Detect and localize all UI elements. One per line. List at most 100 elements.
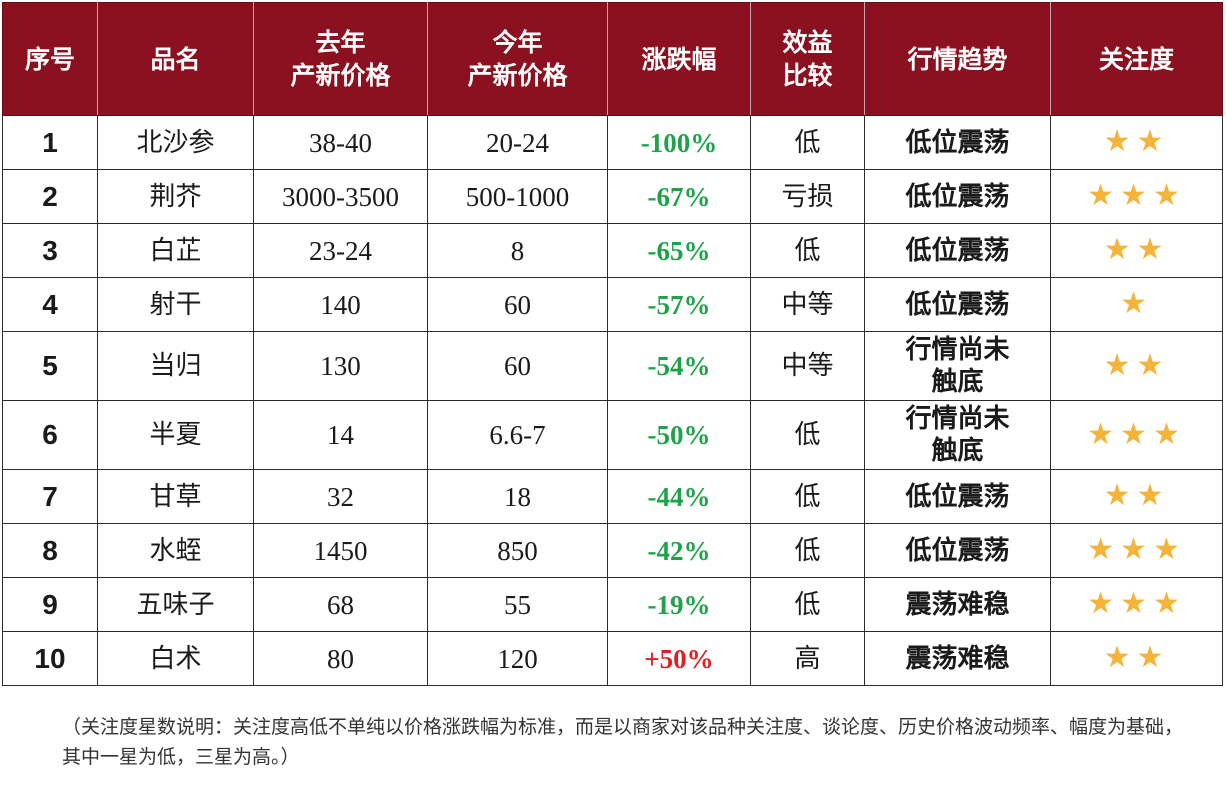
benefit-comparison: 低 (750, 577, 865, 632)
attention-stars: ★★ (1050, 631, 1223, 686)
price-change: -42% (607, 523, 751, 578)
market-trend: 震荡难稳 (864, 631, 1051, 686)
benefit-comparison: 中等 (750, 277, 865, 332)
benefit-comparison: 低 (750, 523, 865, 578)
market-trend: 行情尚未 触底 (864, 331, 1051, 401)
attention-stars: ★★ (1050, 469, 1223, 524)
benefit-comparison: 低 (750, 400, 865, 470)
market-trend: 低位震荡 (864, 169, 1051, 224)
table-row: 9 五味子 68 55 -19% 低震荡难稳 ★★★ (2, 577, 1223, 632)
row-number: 9 (2, 577, 98, 632)
last-year-price: 3000-3500 (253, 169, 428, 224)
row-number: 5 (2, 331, 98, 401)
last-year-price: 1450 (253, 523, 428, 578)
star-icon: ★ (1120, 286, 1153, 321)
row-number: 10 (2, 631, 98, 686)
market-trend: 低位震荡 (864, 223, 1051, 278)
star-icon: ★★ (1103, 478, 1170, 513)
price-change: -57% (607, 277, 751, 332)
market-trend: 行情尚未 触底 (864, 400, 1051, 470)
row-number: 3 (2, 223, 98, 278)
row-number: 1 (2, 115, 98, 170)
price-change: +50% (607, 631, 751, 686)
product-name: 当归 (97, 331, 254, 401)
attention-stars: ★★ (1050, 223, 1223, 278)
table-row: 4 射干 140 60 -57% 中等 低位震荡 ★ (2, 277, 1223, 332)
table-row: 6 半夏 14 6.6-7 -50% 低行情尚未 触底 ★★★ (2, 400, 1223, 470)
this-year-price: 60 (427, 331, 608, 401)
row-number: 7 (2, 469, 98, 524)
product-name: 白术 (97, 631, 254, 686)
benefit-comparison: 亏损 (750, 169, 865, 224)
market-trend: 低位震荡 (864, 469, 1051, 524)
this-year-price: 18 (427, 469, 608, 524)
header-attention: 关注度 (1050, 2, 1223, 116)
attention-stars: ★★★ (1050, 523, 1223, 578)
product-name: 半夏 (97, 400, 254, 470)
price-change: -44% (607, 469, 751, 524)
row-number: 2 (2, 169, 98, 224)
last-year-price: 130 (253, 331, 428, 401)
star-icon: ★★★ (1087, 178, 1186, 213)
this-year-price: 500-1000 (427, 169, 608, 224)
star-icon: ★★ (1103, 232, 1170, 267)
header-name: 品名 (97, 2, 254, 116)
attention-note: （关注度星数说明：关注度高低不单纯以价格涨跌幅为标准，而是以商家对该品种关注度、… (62, 716, 1184, 768)
attention-stars: ★★ (1050, 331, 1223, 401)
attention-stars: ★★★ (1050, 400, 1223, 470)
header-this-year-price: 今年 产新价格 (427, 2, 608, 116)
star-icon: ★★★ (1087, 532, 1186, 567)
header-no: 序号 (2, 2, 98, 116)
product-name: 水蛭 (97, 523, 254, 578)
this-year-price: 60 (427, 277, 608, 332)
last-year-price: 32 (253, 469, 428, 524)
header-last-year-price: 去年 产新价格 (253, 2, 428, 116)
product-name: 荆芥 (97, 169, 254, 224)
table-row: 3 白芷 23-24 8 -65% 低低位震荡 ★★ (2, 223, 1223, 278)
attention-stars: ★★★ (1050, 169, 1223, 224)
this-year-price: 20-24 (427, 115, 608, 170)
benefit-comparison: 中等 (750, 331, 865, 401)
product-name: 甘草 (97, 469, 254, 524)
header-trend: 行情趋势 (864, 2, 1051, 116)
this-year-price: 6.6-7 (427, 400, 608, 470)
last-year-price: 38-40 (253, 115, 428, 170)
star-icon: ★★ (1103, 124, 1170, 159)
benefit-comparison: 低 (750, 469, 865, 524)
price-change: -67% (607, 169, 751, 224)
attention-stars: ★★★ (1050, 577, 1223, 632)
star-icon: ★★★ (1087, 586, 1186, 621)
market-trend: 低位震荡 (864, 115, 1051, 170)
table-row: 5 当归 130 60 -54% 中等 行情尚未 触底 ★★ (2, 331, 1223, 401)
benefit-comparison: 低 (750, 223, 865, 278)
last-year-price: 23-24 (253, 223, 428, 278)
table-row: 7 甘草 32 18 -44% 低低位震荡 ★★ (2, 469, 1223, 524)
last-year-price: 68 (253, 577, 428, 632)
benefit-comparison: 低 (750, 115, 865, 170)
table-row: 10 白术 80 120 +50% 高震荡难稳 ★★ (2, 631, 1223, 686)
product-name: 白芷 (97, 223, 254, 278)
this-year-price: 8 (427, 223, 608, 278)
product-name: 北沙参 (97, 115, 254, 170)
star-icon: ★★★ (1087, 416, 1186, 452)
table-body: 1 北沙参 38-40 20-24 -100% 低低位震荡 ★★ 2 荆芥 3000-3500 50… (2, 115, 1223, 686)
star-icon: ★★ (1103, 640, 1170, 675)
attention-stars: ★★ (1050, 115, 1223, 170)
product-name: 射干 (97, 277, 254, 332)
this-year-price: 850 (427, 523, 608, 578)
star-icon: ★★ (1103, 347, 1170, 383)
table-row: 8 水蛭 1450 850 -42% 低低位震荡 ★★★ (2, 523, 1223, 578)
benefit-comparison: 高 (750, 631, 865, 686)
market-trend: 低位震荡 (864, 277, 1051, 332)
last-year-price: 80 (253, 631, 428, 686)
attention-stars: ★ (1050, 277, 1223, 332)
product-name: 五味子 (97, 577, 254, 632)
row-number: 6 (2, 400, 98, 470)
table-row: 2 荆芥 3000-3500 500-1000 -67% 亏损 低位震荡 ★★★ (2, 169, 1223, 224)
last-year-price: 140 (253, 277, 428, 332)
row-number: 4 (2, 277, 98, 332)
row-number: 8 (2, 523, 98, 578)
header-change: 涨跌幅 (607, 2, 751, 116)
